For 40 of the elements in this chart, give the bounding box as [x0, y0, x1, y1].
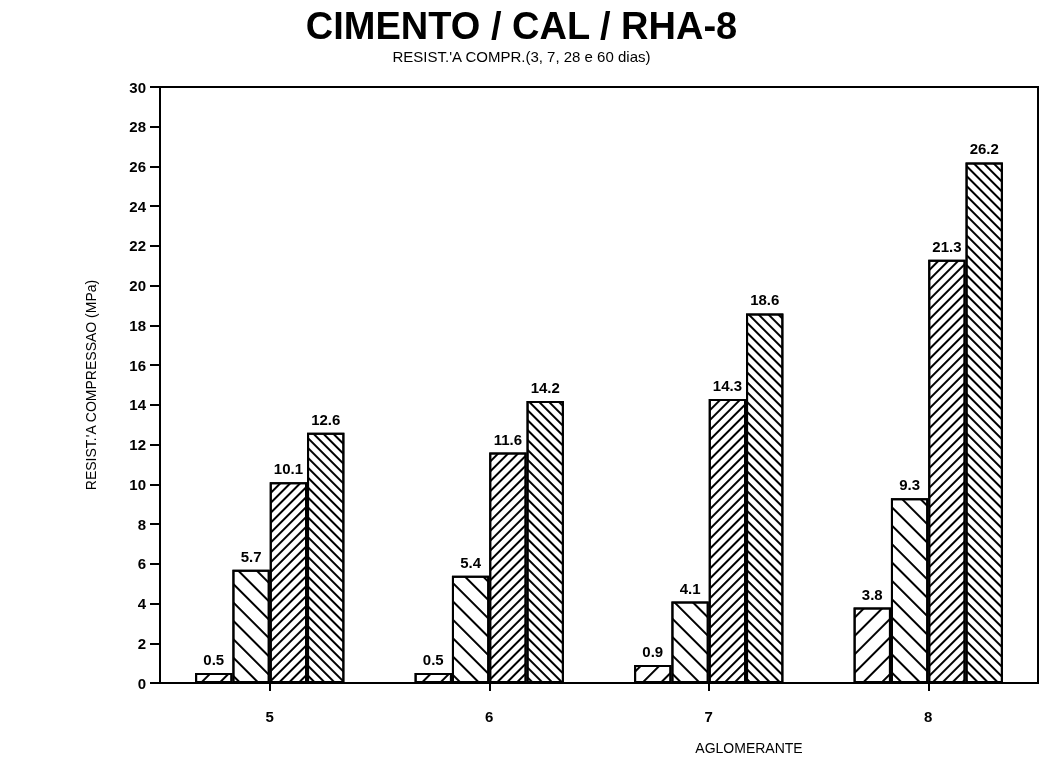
y-tick-label: 10 [129, 475, 146, 493]
data-label: 0.5 [422, 651, 444, 669]
data-label: 5.4 [460, 553, 482, 571]
data-label: 4.1 [679, 579, 701, 597]
y-tick-label: 18 [129, 316, 146, 334]
chart-subtitle: RESIST.'A COMPR.(3, 7, 28 e 60 dias) [392, 48, 651, 65]
data-label: 9.3 [899, 476, 921, 494]
y-tick-label: 4 [137, 595, 147, 613]
y-tick-label: 20 [129, 277, 146, 295]
y-tick-label: 16 [129, 356, 146, 374]
y-tick-label: 30 [129, 78, 146, 96]
data-label: 26.2 [969, 140, 999, 158]
y-tick-label: 0 [137, 674, 146, 692]
x-tick-label: 5 [265, 708, 274, 725]
y-tick-label: 12 [129, 436, 146, 454]
y-tick-label: 22 [129, 237, 146, 255]
y-tick-label: 24 [129, 197, 147, 215]
y-tick-label: 14 [129, 396, 147, 414]
data-label: 11.6 [493, 430, 523, 448]
data-label: 0.5 [203, 651, 225, 669]
data-label: 10.1 [273, 460, 304, 478]
data-label: 3.8 [861, 585, 883, 603]
data-label: 14.3 [712, 376, 743, 394]
data-label: 14.2 [530, 378, 560, 396]
data-label: 12.6 [311, 410, 341, 428]
data-label: 5.7 [240, 547, 262, 565]
chart-title: CIMENTO / CAL / RHA-8 [305, 5, 738, 47]
data-label: 21.3 [932, 237, 962, 255]
data-label: 0.9 [642, 643, 664, 661]
y-tick-label: 28 [129, 118, 146, 136]
x-tick-label: 7 [704, 708, 713, 725]
y-axis-title: RESIST.'A COMPRESSAO (MPa) [83, 279, 99, 491]
y-tick-label: 26 [129, 157, 146, 175]
data-label: 18.6 [750, 291, 780, 309]
x-tick-label: 8 [924, 708, 933, 725]
y-tick-label: 6 [137, 555, 146, 573]
x-tick-label: 6 [485, 708, 494, 725]
y-tick-label: 2 [137, 634, 146, 652]
x-axis-title: AGLOMERANTE [695, 740, 803, 756]
y-tick-label: 8 [137, 515, 146, 533]
